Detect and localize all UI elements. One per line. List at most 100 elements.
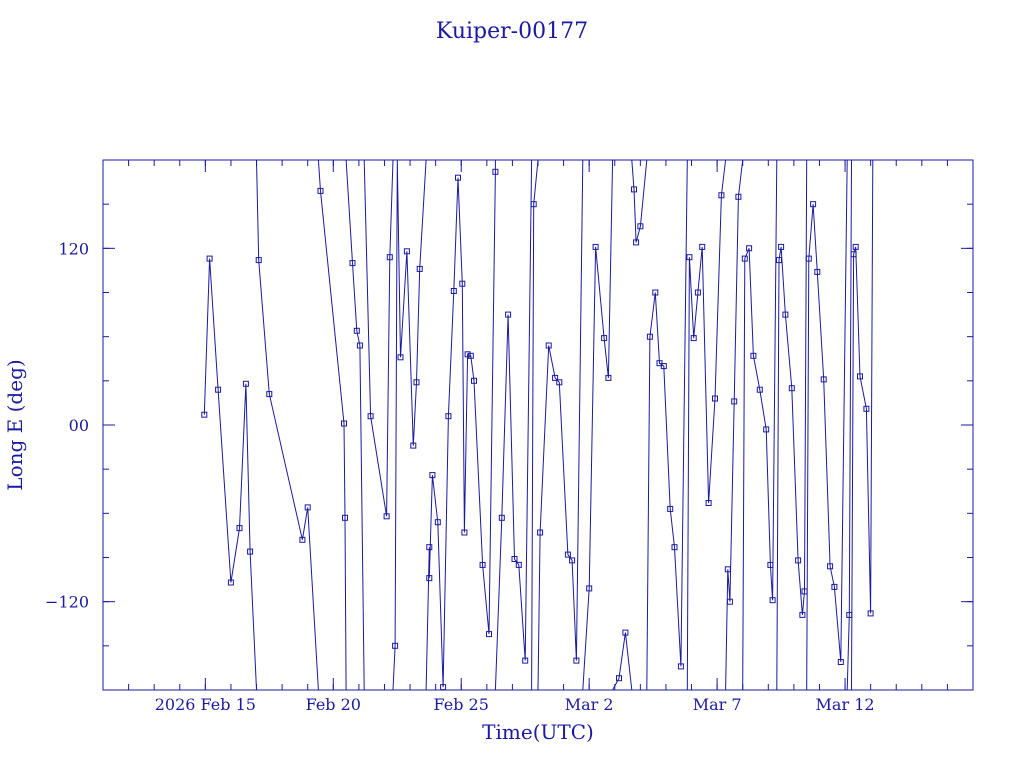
data-point: [827, 563, 834, 570]
data-point: [601, 335, 608, 342]
data-point: [633, 239, 640, 246]
data-point: [201, 411, 208, 418]
data-point: [820, 376, 827, 383]
data-point: [317, 187, 324, 194]
data-point: [367, 413, 374, 420]
data-point: [712, 395, 718, 402]
data-point: [206, 255, 213, 262]
data-point: [831, 583, 838, 590]
data-point: [769, 597, 776, 604]
y-tick-label: 00: [69, 416, 89, 435]
x-axis-ticks: 2026 Feb 15 Feb 20 Feb 25 Mar 2 Mar 7 Mar 12: [102, 160, 974, 714]
series-line: [742, 159, 778, 691]
chart-title: Kuiper-00177: [436, 19, 588, 44]
data-point: [410, 442, 417, 449]
series-line: [494, 159, 533, 691]
data-point: [440, 684, 447, 691]
data-point: [545, 342, 552, 349]
data-point: [788, 385, 795, 392]
data-point: [416, 265, 423, 272]
data-point: [646, 333, 653, 340]
data-point: [637, 223, 644, 230]
data-point: [467, 352, 474, 359]
data-point: [631, 186, 637, 193]
data-point: [660, 363, 667, 370]
x-tick-label: Feb 20: [306, 695, 361, 714]
data-point: [677, 663, 684, 670]
data-point: [605, 374, 612, 381]
data-point: [686, 254, 693, 261]
data-point: [731, 398, 738, 405]
data-point: [403, 248, 410, 255]
data-point: [846, 611, 853, 618]
data-point: [215, 386, 222, 393]
series-line: [363, 159, 394, 517]
data-point: [746, 245, 753, 252]
data-point: [763, 426, 770, 433]
data-point: [522, 657, 529, 664]
data-point: [356, 342, 363, 349]
data-point: [530, 201, 537, 208]
data-point: [569, 557, 576, 564]
data-point: [694, 289, 701, 296]
data-point: [622, 629, 629, 636]
series-line: [846, 159, 852, 691]
data-point: [799, 611, 806, 618]
y-axis-ticks: −120 00 120: [45, 159, 973, 691]
data-point: [445, 413, 452, 420]
data-point: [814, 268, 821, 275]
data-point: [227, 579, 234, 586]
data-point: [863, 405, 870, 412]
data-point: [852, 243, 859, 250]
data-point: [718, 192, 725, 199]
series-line: [203, 258, 257, 691]
data-point: [690, 335, 697, 342]
data-point: [455, 174, 461, 181]
data-point: [255, 257, 262, 264]
data-point: [537, 529, 544, 536]
plot-frame: [102, 159, 974, 691]
data-point: [242, 380, 249, 387]
data-point: [652, 289, 659, 296]
data-point: [564, 551, 571, 558]
data-point: [778, 243, 785, 250]
data-point: [782, 311, 789, 318]
data-point: [616, 675, 622, 682]
series-line: [392, 159, 427, 691]
series-line: [345, 159, 365, 691]
data-point: [511, 556, 518, 562]
data-point: [699, 243, 706, 250]
data-point: [397, 354, 404, 361]
data-point: [236, 525, 243, 532]
data-point: [726, 598, 733, 605]
data-point: [750, 352, 757, 359]
series-line: [537, 159, 584, 691]
series-line: [646, 159, 688, 691]
series-line: [851, 159, 874, 691]
data-point: [341, 420, 347, 427]
data-point: [464, 351, 471, 358]
series-line: [631, 159, 648, 243]
data-point: [498, 514, 505, 521]
data-point: [353, 327, 360, 334]
data-point: [741, 255, 748, 262]
data-point: [479, 561, 486, 568]
x-axis-label: Time(UTC): [482, 720, 594, 744]
data-point: [810, 201, 817, 208]
data-point: [505, 311, 512, 318]
series-line: [776, 159, 808, 691]
x-tick-label: Feb 25: [434, 695, 489, 714]
data-point: [392, 642, 399, 649]
data-point: [413, 379, 420, 386]
data-point: [461, 529, 468, 536]
series-line: [806, 159, 848, 691]
data-point: [266, 391, 273, 398]
data-point: [450, 288, 457, 294]
data-point: [459, 280, 466, 287]
data-point: [767, 561, 774, 568]
data-point: [486, 631, 492, 638]
series-line: [612, 632, 633, 691]
y-tick-label: −120: [45, 593, 89, 612]
data-point: [386, 254, 393, 261]
